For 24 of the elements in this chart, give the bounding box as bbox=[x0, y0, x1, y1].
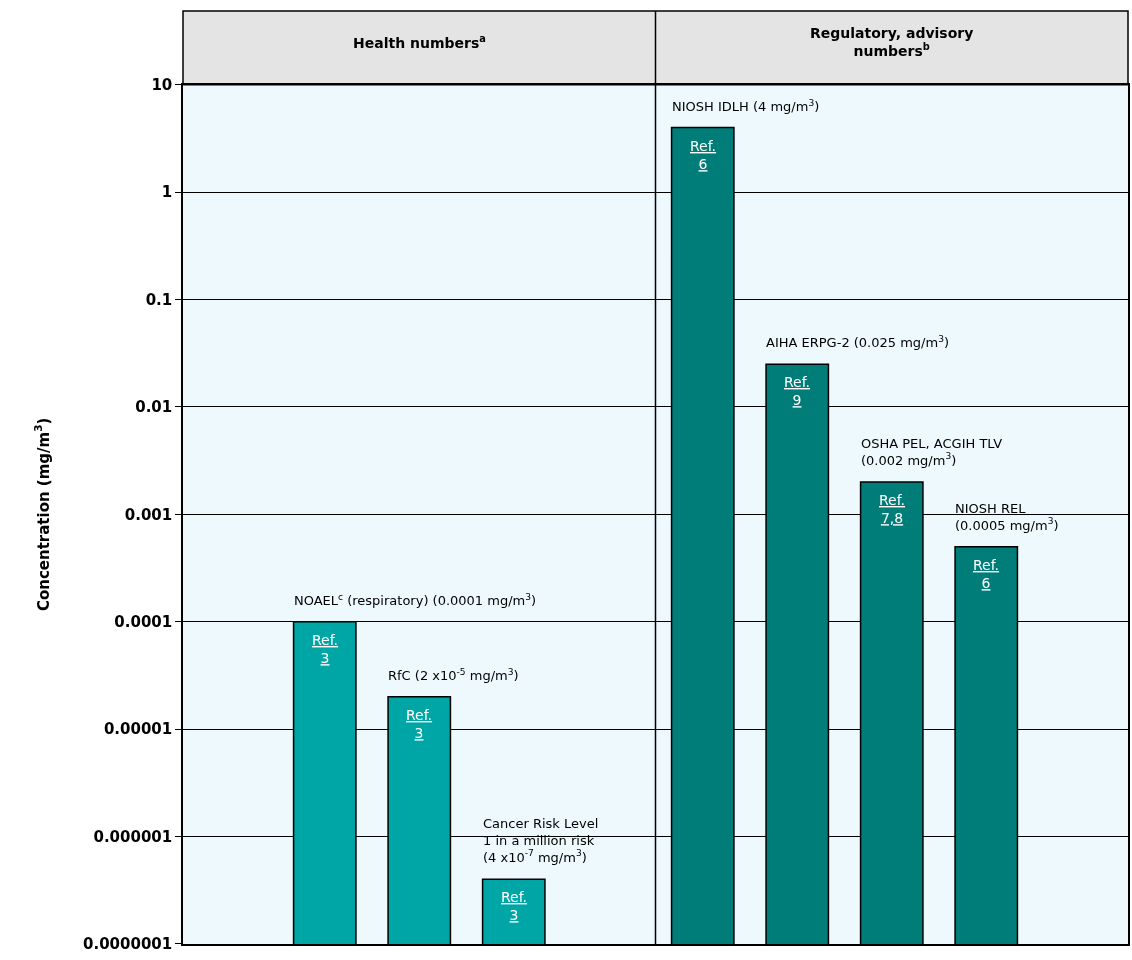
y-tick-label: 0.01 bbox=[135, 398, 173, 417]
annotation: NIOSH IDLH (4 mg/m$^{3}$) bbox=[672, 98, 820, 115]
y-tick-label: 1 bbox=[161, 183, 173, 202]
annotation: NIOSH REL (0.0005 mg/m$^{3}$) bbox=[955, 501, 1059, 533]
annotation: Ref. 3 bbox=[501, 889, 528, 924]
annotation: RfC (2 x10$^{-5}$ mg/m$^{3}$) bbox=[388, 667, 519, 684]
y-tick-label: 0.0000001 bbox=[83, 935, 173, 954]
annotation: OSHA PEL, ACGIH TLV (0.002 mg/m$^{3}$) bbox=[861, 436, 1003, 468]
annotation: Ref. 3 bbox=[406, 707, 433, 742]
annotation: Ref. 9 bbox=[784, 374, 811, 409]
annotation: Ref. 7,8 bbox=[879, 492, 906, 527]
y-tick-label: 0.000001 bbox=[93, 827, 173, 846]
annotation: NOAEL$^{c}$ (respiratory) (0.0001 mg/m$^{3}$) bbox=[294, 592, 537, 609]
text: Health numbers$^{a}$ bbox=[353, 33, 486, 51]
y-tick-label: 0.1 bbox=[145, 290, 173, 309]
y-tick-label: 10 bbox=[151, 76, 173, 95]
annotation: Ref. 3 bbox=[312, 632, 339, 667]
text: Regulatory, advisory numbers$^{b}$ bbox=[810, 25, 974, 60]
annotation: Ref. 6 bbox=[973, 557, 1000, 592]
y-tick-label: 0.001 bbox=[124, 505, 173, 524]
y-tick-label: 0.00001 bbox=[103, 720, 173, 739]
y-tick-label: 0.0001 bbox=[114, 612, 173, 631]
annotation: AIHA ERPG-2 (0.025 mg/m$^{3}$) bbox=[766, 334, 950, 351]
annotation: Ref. 6 bbox=[690, 138, 717, 173]
